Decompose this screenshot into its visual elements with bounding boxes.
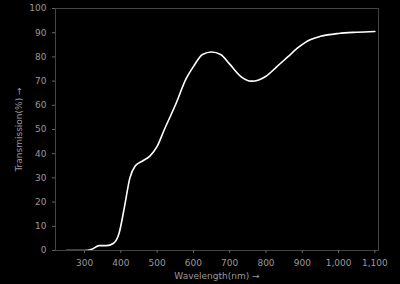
svg-text:10: 10 — [35, 221, 47, 231]
svg-text:70: 70 — [35, 76, 47, 86]
svg-text:500: 500 — [149, 258, 166, 268]
svg-text:50: 50 — [35, 124, 47, 134]
svg-text:20: 20 — [35, 197, 47, 207]
svg-text:600: 600 — [185, 258, 202, 268]
svg-text:Transmission(%) →: Transmission(%) → — [14, 87, 24, 173]
svg-text:300: 300 — [76, 258, 93, 268]
svg-text:80: 80 — [35, 52, 47, 62]
svg-text:30: 30 — [35, 173, 47, 183]
svg-text:Wavelength(nm) →: Wavelength(nm) → — [174, 271, 260, 281]
svg-text:0: 0 — [41, 245, 47, 255]
svg-text:400: 400 — [112, 258, 129, 268]
svg-text:100: 100 — [29, 3, 46, 13]
svg-text:60: 60 — [35, 100, 47, 110]
svg-text:40: 40 — [35, 149, 47, 159]
svg-text:800: 800 — [257, 258, 274, 268]
svg-text:1,100: 1,100 — [362, 258, 388, 268]
svg-text:700: 700 — [221, 258, 238, 268]
svg-text:90: 90 — [35, 28, 47, 38]
svg-text:900: 900 — [294, 258, 311, 268]
svg-text:1,000: 1,000 — [326, 258, 352, 268]
